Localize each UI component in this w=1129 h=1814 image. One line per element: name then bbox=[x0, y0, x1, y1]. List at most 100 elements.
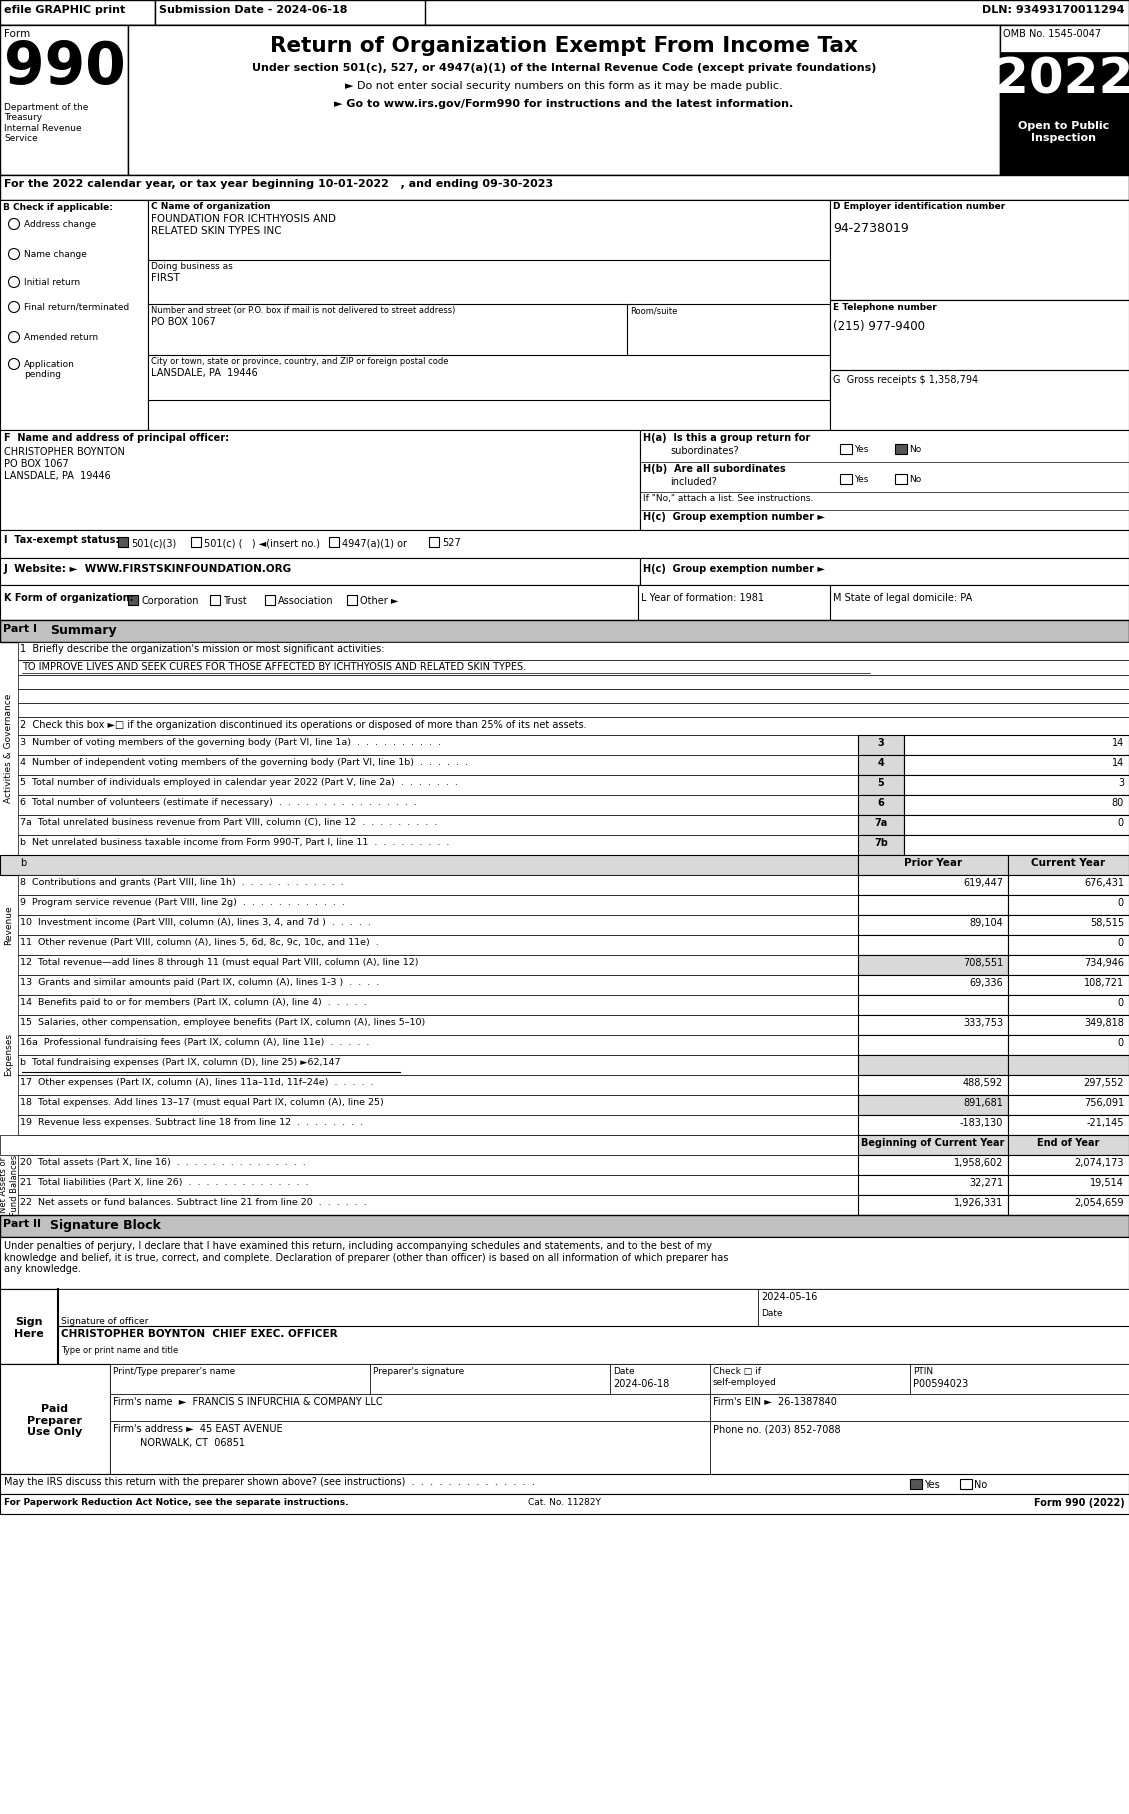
Bar bbox=[0, 620, 1129, 642]
Bar bbox=[858, 814, 904, 834]
Text: ► Go to www.irs.gov/Form990 for instructions and the latest information.: ► Go to www.irs.gov/Form990 for instruct… bbox=[334, 100, 794, 109]
Text: 891,681: 891,681 bbox=[963, 1097, 1003, 1108]
Text: 0: 0 bbox=[1118, 898, 1124, 909]
Text: 20  Total assets (Part X, line 16)  .  .  .  .  .  .  .  .  .  .  .  .  .  .  .: 20 Total assets (Part X, line 16) . . . … bbox=[20, 1157, 306, 1166]
Text: Firm's EIN ►  26-1387840: Firm's EIN ► 26-1387840 bbox=[714, 1397, 837, 1408]
Bar bbox=[758, 1290, 1129, 1326]
Bar bbox=[110, 1420, 710, 1475]
Text: End of Year: End of Year bbox=[1036, 1137, 1100, 1148]
Bar bbox=[610, 1364, 710, 1393]
Bar bbox=[18, 717, 1129, 735]
Text: E Telephone number: E Telephone number bbox=[833, 303, 937, 312]
Bar bbox=[18, 689, 1129, 704]
Text: Cat. No. 11282Y: Cat. No. 11282Y bbox=[527, 1498, 601, 1507]
Text: 80: 80 bbox=[1112, 798, 1124, 807]
Text: 7b: 7b bbox=[874, 838, 887, 847]
Bar bbox=[858, 834, 904, 854]
Bar bbox=[904, 755, 1129, 775]
Text: Date: Date bbox=[613, 1368, 634, 1377]
Bar bbox=[347, 595, 357, 606]
Text: OMB No. 1545-0047: OMB No. 1545-0047 bbox=[1003, 29, 1101, 38]
Circle shape bbox=[9, 276, 19, 287]
Text: 7a: 7a bbox=[874, 818, 887, 827]
Bar bbox=[1000, 116, 1129, 174]
Text: 13  Grants and similar amounts paid (Part IX, column (A), lines 1-3 )  .  .  .  : 13 Grants and similar amounts paid (Part… bbox=[20, 978, 379, 987]
Text: 501(c)(3): 501(c)(3) bbox=[131, 539, 176, 548]
Text: subordinates?: subordinates? bbox=[669, 446, 738, 455]
Text: Amended return: Amended return bbox=[24, 334, 98, 343]
Text: I  Tax-exempt status:: I Tax-exempt status: bbox=[5, 535, 120, 544]
Bar bbox=[1008, 874, 1129, 894]
Text: 21  Total liabilities (Part X, line 26)  .  .  .  .  .  .  .  .  .  .  .  .  .  : 21 Total liabilities (Part X, line 26) .… bbox=[20, 1177, 308, 1186]
Text: L Year of formation: 1981: L Year of formation: 1981 bbox=[641, 593, 764, 602]
Bar bbox=[640, 430, 1129, 530]
Bar bbox=[710, 1420, 1129, 1475]
Text: Summary: Summary bbox=[50, 624, 116, 637]
Text: H(b)  Are all subordinates: H(b) Are all subordinates bbox=[644, 464, 786, 473]
Bar bbox=[858, 1195, 1008, 1215]
Text: 1,958,602: 1,958,602 bbox=[954, 1157, 1003, 1168]
Text: 3: 3 bbox=[1118, 778, 1124, 787]
Bar bbox=[1008, 934, 1129, 954]
Bar bbox=[1008, 1076, 1129, 1096]
Bar bbox=[210, 595, 220, 606]
Text: b  Net unrelated business taxable income from Form 990-T, Part I, line 11  .  . : b Net unrelated business taxable income … bbox=[20, 838, 449, 847]
Bar bbox=[858, 755, 904, 775]
Text: No: No bbox=[909, 475, 921, 484]
Text: Part II: Part II bbox=[3, 1219, 41, 1230]
Bar bbox=[904, 735, 1129, 755]
Text: 2024-05-16: 2024-05-16 bbox=[761, 1292, 817, 1302]
Bar bbox=[858, 1096, 1008, 1116]
Bar bbox=[18, 675, 1129, 689]
Text: 108,721: 108,721 bbox=[1084, 978, 1124, 989]
Text: P00594023: P00594023 bbox=[913, 1379, 969, 1390]
Text: Phone no. (203) 852-7088: Phone no. (203) 852-7088 bbox=[714, 1424, 841, 1435]
Text: Trust: Trust bbox=[224, 597, 247, 606]
Bar bbox=[18, 996, 858, 1016]
Bar bbox=[0, 25, 1129, 174]
Bar bbox=[329, 537, 339, 548]
Bar bbox=[858, 735, 904, 755]
Text: self-employed: self-employed bbox=[714, 1379, 777, 1388]
Text: G  Gross receipts $ 1,358,794: G Gross receipts $ 1,358,794 bbox=[833, 375, 978, 385]
Bar bbox=[1008, 1136, 1129, 1156]
Text: 58,515: 58,515 bbox=[1089, 918, 1124, 929]
Text: Firm's address ►  45 EAST AVENUE: Firm's address ► 45 EAST AVENUE bbox=[113, 1424, 282, 1435]
Text: 12  Total revenue—add lines 8 through 11 (must equal Part VIII, column (A), line: 12 Total revenue—add lines 8 through 11 … bbox=[20, 958, 419, 967]
Bar bbox=[1008, 974, 1129, 996]
Text: -21,145: -21,145 bbox=[1086, 1117, 1124, 1128]
Text: -183,130: -183,130 bbox=[960, 1117, 1003, 1128]
Bar bbox=[1008, 1195, 1129, 1215]
Bar bbox=[119, 537, 128, 548]
Bar bbox=[0, 1475, 1129, 1495]
Text: B Check if applicable:: B Check if applicable: bbox=[3, 203, 113, 212]
Text: Name change: Name change bbox=[24, 250, 87, 259]
Bar bbox=[191, 537, 201, 548]
Text: Address change: Address change bbox=[24, 219, 96, 229]
Bar bbox=[18, 1195, 858, 1215]
Bar bbox=[858, 1076, 1008, 1096]
Bar bbox=[0, 1495, 1129, 1515]
Text: 19,514: 19,514 bbox=[1091, 1177, 1124, 1188]
Bar bbox=[858, 795, 904, 814]
Text: 488,592: 488,592 bbox=[963, 1078, 1003, 1088]
Text: 0: 0 bbox=[1118, 818, 1124, 827]
Bar bbox=[0, 1364, 110, 1475]
Text: 69,336: 69,336 bbox=[970, 978, 1003, 989]
Text: M State of legal domicile: PA: M State of legal domicile: PA bbox=[833, 593, 972, 602]
Bar bbox=[18, 1116, 858, 1136]
Text: 333,753: 333,753 bbox=[963, 1018, 1003, 1029]
Text: PO BOX 1067: PO BOX 1067 bbox=[151, 317, 216, 327]
Text: 2024-06-18: 2024-06-18 bbox=[613, 1379, 669, 1390]
Text: 7a  Total unrelated business revenue from Part VIII, column (C), line 12  .  .  : 7a Total unrelated business revenue from… bbox=[20, 818, 437, 827]
Bar bbox=[0, 25, 128, 174]
Text: 18  Total expenses. Add lines 13–17 (must equal Part IX, column (A), line 25): 18 Total expenses. Add lines 13–17 (must… bbox=[20, 1097, 384, 1107]
Text: FOUNDATION FOR ICHTHYOSIS AND
RELATED SKIN TYPES INC: FOUNDATION FOR ICHTHYOSIS AND RELATED SK… bbox=[151, 214, 336, 236]
Text: Other ►: Other ► bbox=[360, 597, 399, 606]
Bar bbox=[830, 370, 1129, 430]
Bar bbox=[58, 1290, 758, 1326]
Text: FIRST: FIRST bbox=[151, 272, 180, 283]
Bar bbox=[110, 1393, 710, 1420]
Bar bbox=[429, 537, 439, 548]
Bar bbox=[904, 795, 1129, 814]
